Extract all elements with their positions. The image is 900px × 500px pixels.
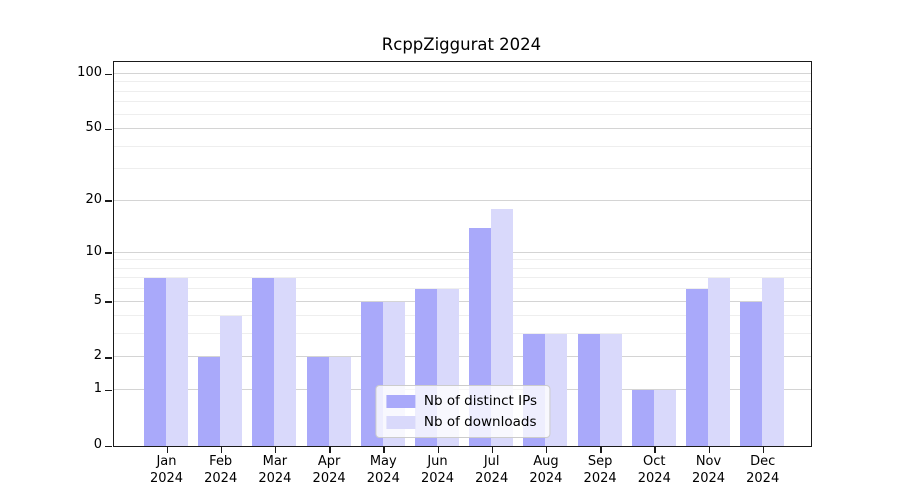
x-tick-label: Nov 2024 xyxy=(691,454,726,486)
y-tick-label: 20 xyxy=(85,191,102,207)
minor-gridline xyxy=(114,90,811,92)
x-tick-label: Feb 2024 xyxy=(204,454,238,486)
minor-gridline xyxy=(114,267,811,269)
legend-item: Nb of distinct IPs xyxy=(385,393,538,409)
minor-gridline xyxy=(114,145,811,147)
bar-ips xyxy=(686,289,708,446)
bar-downloads xyxy=(653,390,676,446)
x-tick-mark xyxy=(166,446,168,453)
x-tick-mark xyxy=(545,446,548,453)
x-tick-mark xyxy=(329,446,331,453)
x-tick-label: Mar 2024 xyxy=(258,454,292,486)
bar-downloads xyxy=(220,316,243,446)
x-tick-mark xyxy=(383,446,385,453)
legend: Nb of distinct IPs Nb of downloads xyxy=(374,385,551,438)
y-tick-label: 1 xyxy=(93,381,102,397)
x-tick-mark xyxy=(220,446,223,453)
bar-downloads xyxy=(599,334,622,446)
legend-swatch xyxy=(385,394,415,408)
minor-gridline xyxy=(114,113,811,115)
bar-ips xyxy=(577,334,600,446)
major-gridline xyxy=(114,300,811,302)
y-tick-label: 10 xyxy=(85,243,102,259)
x-tick-mark xyxy=(491,446,494,453)
x-tick-mark xyxy=(762,446,765,453)
x-tick-mark xyxy=(708,446,710,453)
bar-ips xyxy=(631,390,654,446)
minor-gridline xyxy=(114,333,811,335)
legend-swatch xyxy=(385,415,415,429)
minor-gridline xyxy=(114,81,811,83)
bar-ips xyxy=(144,278,166,446)
major-gridline xyxy=(114,356,811,358)
y-tick-label: 5 xyxy=(93,292,102,308)
bar-downloads xyxy=(166,278,188,446)
major-gridline xyxy=(114,251,811,253)
x-tick-mark xyxy=(654,446,656,453)
x-tick-label: May 2024 xyxy=(366,454,400,486)
y-tick-label: 50 xyxy=(85,120,102,136)
y-tick-mark xyxy=(105,445,112,448)
bar-downloads xyxy=(328,357,351,446)
x-tick-label: Apr 2024 xyxy=(312,454,346,486)
y-tick-mark xyxy=(105,301,112,303)
minor-gridline xyxy=(114,168,811,170)
minor-gridline xyxy=(114,288,811,290)
minor-gridline xyxy=(114,277,811,279)
plot-area: Nb of distinct IPs Nb of downloads xyxy=(113,61,812,447)
x-tick-label: Jul 2024 xyxy=(475,454,509,486)
legend-label: Nb of distinct IPs xyxy=(423,393,538,409)
bar-ips xyxy=(306,357,329,446)
x-tick-label: Jun 2024 xyxy=(420,454,455,486)
y-axis: 0 1 2 5 10 20 50 100 xyxy=(0,61,102,452)
bar-downloads xyxy=(545,334,568,446)
minor-gridline xyxy=(114,101,811,103)
legend-item: Nb of downloads xyxy=(385,414,537,430)
major-gridline xyxy=(114,199,811,201)
y-tick-mark xyxy=(105,389,112,392)
x-tick-mark xyxy=(600,446,602,453)
x-tick-label: Sep 2024 xyxy=(583,454,617,486)
x-tick-label: Aug 2024 xyxy=(529,454,563,486)
bar-downloads xyxy=(762,278,785,446)
minor-gridline xyxy=(114,259,811,261)
y-tick-label: 0 xyxy=(93,437,102,452)
major-gridline xyxy=(114,128,811,130)
x-tick-mark xyxy=(274,446,277,453)
y-tick-mark xyxy=(105,357,112,359)
x-tick-mark xyxy=(437,446,439,453)
bar-downloads xyxy=(274,278,297,446)
x-tick-label: Jan 2024 xyxy=(149,454,184,486)
y-tick-mark xyxy=(105,73,112,76)
chart-title: RcppZiggurat 2024 xyxy=(381,35,542,54)
bar-ips xyxy=(198,357,221,446)
y-tick-label: 100 xyxy=(77,64,102,80)
bar-downloads xyxy=(708,278,730,446)
bar-ips xyxy=(252,278,275,446)
major-gridline xyxy=(114,73,811,74)
x-tick-label: Dec 2024 xyxy=(746,454,780,486)
legend-label: Nb of downloads xyxy=(423,414,537,430)
y-tick-mark xyxy=(105,128,112,131)
y-tick-mark xyxy=(105,200,112,202)
minor-gridline xyxy=(114,315,811,317)
bar-ips xyxy=(740,301,763,446)
y-tick-label: 2 xyxy=(93,348,102,364)
x-tick-label: Oct 2024 xyxy=(637,454,671,486)
y-tick-mark xyxy=(105,252,112,254)
